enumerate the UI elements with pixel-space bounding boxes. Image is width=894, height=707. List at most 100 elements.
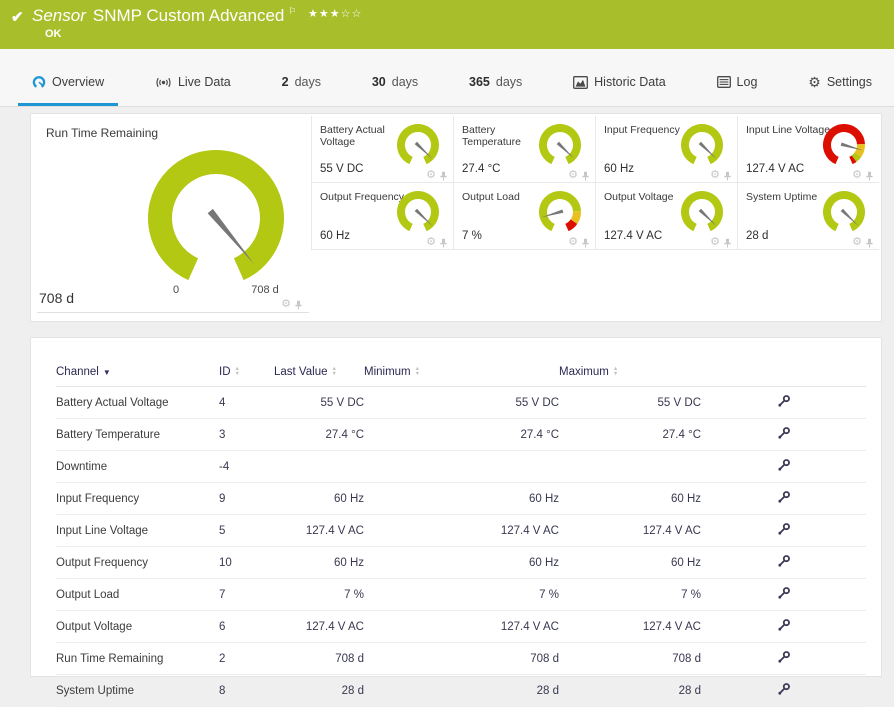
gauge-tile-output-voltage[interactable]: Output Voltage 127.4 V AC ⚙	[595, 183, 737, 250]
pin-icon[interactable]	[723, 171, 732, 181]
col-header-tools	[701, 360, 866, 387]
col-header-maximum[interactable]: Maximum ▲ ▼	[559, 360, 701, 387]
pin-icon[interactable]	[581, 171, 590, 181]
gauge	[397, 191, 439, 232]
minimum-cell: 708 d	[364, 642, 559, 675]
gear-icon[interactable]: ⚙	[426, 169, 436, 181]
channel-name-cell: Run Time Remaining	[56, 642, 219, 675]
gauge-value: 127.4 V AC	[746, 163, 805, 175]
pin-icon[interactable]	[723, 238, 732, 248]
table-row[interactable]: Input Line Voltage 5 127.4 V AC 127.4 V …	[56, 514, 866, 547]
gear-icon[interactable]: ⚙	[568, 169, 578, 181]
gauge	[823, 124, 865, 165]
channel-name-cell: Battery Temperature	[56, 418, 219, 451]
pin-icon[interactable]	[439, 238, 448, 248]
tab-historic-data[interactable]: Historic Data	[559, 49, 680, 106]
edit-channel-icon[interactable]	[777, 682, 791, 696]
col-header-minimum[interactable]: Minimum ▲ ▼	[364, 360, 559, 387]
channel-id-cell: 8	[219, 674, 274, 707]
col-header-id[interactable]: ID ▲ ▼	[219, 360, 274, 387]
tab-number: 365	[469, 75, 490, 89]
tab-settings[interactable]: ⚙ Settings	[794, 49, 886, 106]
gear-icon[interactable]: ⚙	[852, 236, 862, 248]
tab-number: 30	[371, 75, 386, 89]
edit-channel-icon[interactable]	[777, 458, 791, 472]
pin-icon[interactable]	[865, 238, 874, 248]
table-row[interactable]: Battery Actual Voltage 4 55 V DC 55 V DC…	[56, 386, 866, 419]
gear-icon[interactable]: ⚙	[710, 169, 720, 181]
maximum-cell: 55 V DC	[559, 386, 701, 419]
gauge-title: Battery Temperature	[462, 124, 521, 149]
gauge-value: 60 Hz	[604, 163, 635, 175]
tab-365-days[interactable]: 365 days	[455, 49, 536, 106]
edit-channel-icon[interactable]	[777, 522, 791, 536]
table-row[interactable]: Run Time Remaining 2 708 d 708 d 708 d	[56, 642, 866, 675]
gauge-tile-output-load[interactable]: Output Load 7 % ⚙	[453, 183, 595, 250]
ok-check-icon: ✔	[11, 9, 24, 26]
table-row[interactable]: Battery Temperature 3 27.4 °C 27.4 °C 27…	[56, 418, 866, 451]
edit-channel-icon[interactable]	[777, 426, 791, 440]
gauge-value: 60 Hz	[320, 230, 351, 242]
tab-live-data[interactable]: Live Data	[141, 49, 245, 106]
priority-flag-icon[interactable]: ⚐	[288, 6, 297, 17]
gauge-scale-max: 708 d	[251, 284, 279, 296]
gauge-title: Input Line Voltage	[746, 124, 831, 136]
gear-icon[interactable]: ⚙	[281, 298, 291, 310]
tab-label: days	[294, 75, 321, 89]
table-row[interactable]: Output Voltage 6 127.4 V AC 127.4 V AC 1…	[56, 610, 866, 643]
pin-icon[interactable]	[865, 171, 874, 181]
gauge-tile-input-line-voltage[interactable]: Input Line Voltage 127.4 V AC ⚙	[737, 116, 879, 183]
gear-icon[interactable]: ⚙	[852, 169, 862, 181]
gauge-tile-battery-temperature[interactable]: Battery Temperature 27.4 °C ⚙	[453, 116, 595, 183]
pin-icon[interactable]	[294, 300, 303, 310]
gauge-tile-input-frequency[interactable]: Input Frequency 60 Hz ⚙	[595, 116, 737, 183]
channel-name-cell: Downtime	[56, 450, 219, 483]
gauge-title: System Uptime	[746, 191, 818, 203]
gear-icon[interactable]: ⚙	[568, 236, 578, 248]
edit-channel-icon[interactable]	[777, 554, 791, 568]
sort-icon: ▲ ▼	[331, 366, 337, 377]
pin-icon[interactable]	[439, 171, 448, 181]
sensor-name: SNMP Custom Advanced	[92, 6, 285, 25]
priority-stars[interactable]: ★★★☆☆	[308, 8, 363, 20]
gear-icon[interactable]: ⚙	[426, 236, 436, 248]
maximum-cell: 127.4 V AC	[559, 514, 701, 547]
gear-icon[interactable]: ⚙	[710, 236, 720, 248]
edit-channel-icon[interactable]	[777, 586, 791, 600]
table-row[interactable]: Downtime -4	[56, 450, 866, 483]
tab-log[interactable]: Log	[703, 49, 772, 106]
gauge-scale-min: 0	[172, 284, 180, 296]
tab-number: 2	[281, 75, 289, 89]
tab-label: days	[391, 75, 419, 89]
table-row[interactable]: Input Frequency 9 60 Hz 60 Hz 60 Hz	[56, 482, 866, 515]
gauge-title: Output Frequency	[320, 191, 405, 203]
last-value-cell: 127.4 V AC	[274, 610, 364, 643]
tab-overview[interactable]: Overview	[18, 49, 119, 106]
edit-channel-icon[interactable]	[777, 490, 791, 504]
table-row[interactable]: System Uptime 8 28 d 28 d 28 d	[56, 674, 866, 707]
gauge-tile-system-uptime[interactable]: System Uptime 28 d ⚙	[737, 183, 879, 250]
gauges-panel: Run Time Remaining 0 708 d 708 d ⚙ Batte…	[30, 113, 882, 322]
gauge-value: 708 d	[39, 290, 75, 306]
table-row[interactable]: Output Frequency 10 60 Hz 60 Hz 60 Hz	[56, 546, 866, 579]
gauge-tile-battery-actual-voltage[interactable]: Battery Actual Voltage 55 V DC ⚙	[311, 116, 453, 183]
gauge-tile-output-frequency[interactable]: Output Frequency 60 Hz ⚙	[311, 183, 453, 250]
channel-id-cell: 3	[219, 418, 274, 451]
channel-id-cell: -4	[219, 450, 274, 483]
minimum-cell	[364, 450, 559, 483]
pin-icon[interactable]	[581, 238, 590, 248]
edit-channel-icon[interactable]	[777, 394, 791, 408]
channel-name-cell: Output Load	[56, 578, 219, 611]
gauge-tile-run-time-remaining[interactable]: Run Time Remaining 0 708 d 708 d ⚙	[37, 116, 309, 313]
gauge-value: 28 d	[746, 230, 769, 242]
col-header-last-value[interactable]: Last Value ▲ ▼	[274, 360, 364, 387]
edit-channel-icon[interactable]	[777, 618, 791, 632]
gauge	[539, 191, 581, 232]
tab-label: Live Data	[177, 75, 231, 89]
table-row[interactable]: Output Load 7 7 % 7 % 7 %	[56, 578, 866, 611]
col-header-channel[interactable]: Channel ▼	[56, 360, 219, 387]
tab-2-days[interactable]: 2 days	[268, 49, 335, 106]
gauge-title: Output Load	[462, 191, 520, 203]
tab-30-days[interactable]: 30 days	[358, 49, 432, 106]
edit-channel-icon[interactable]	[777, 650, 791, 664]
